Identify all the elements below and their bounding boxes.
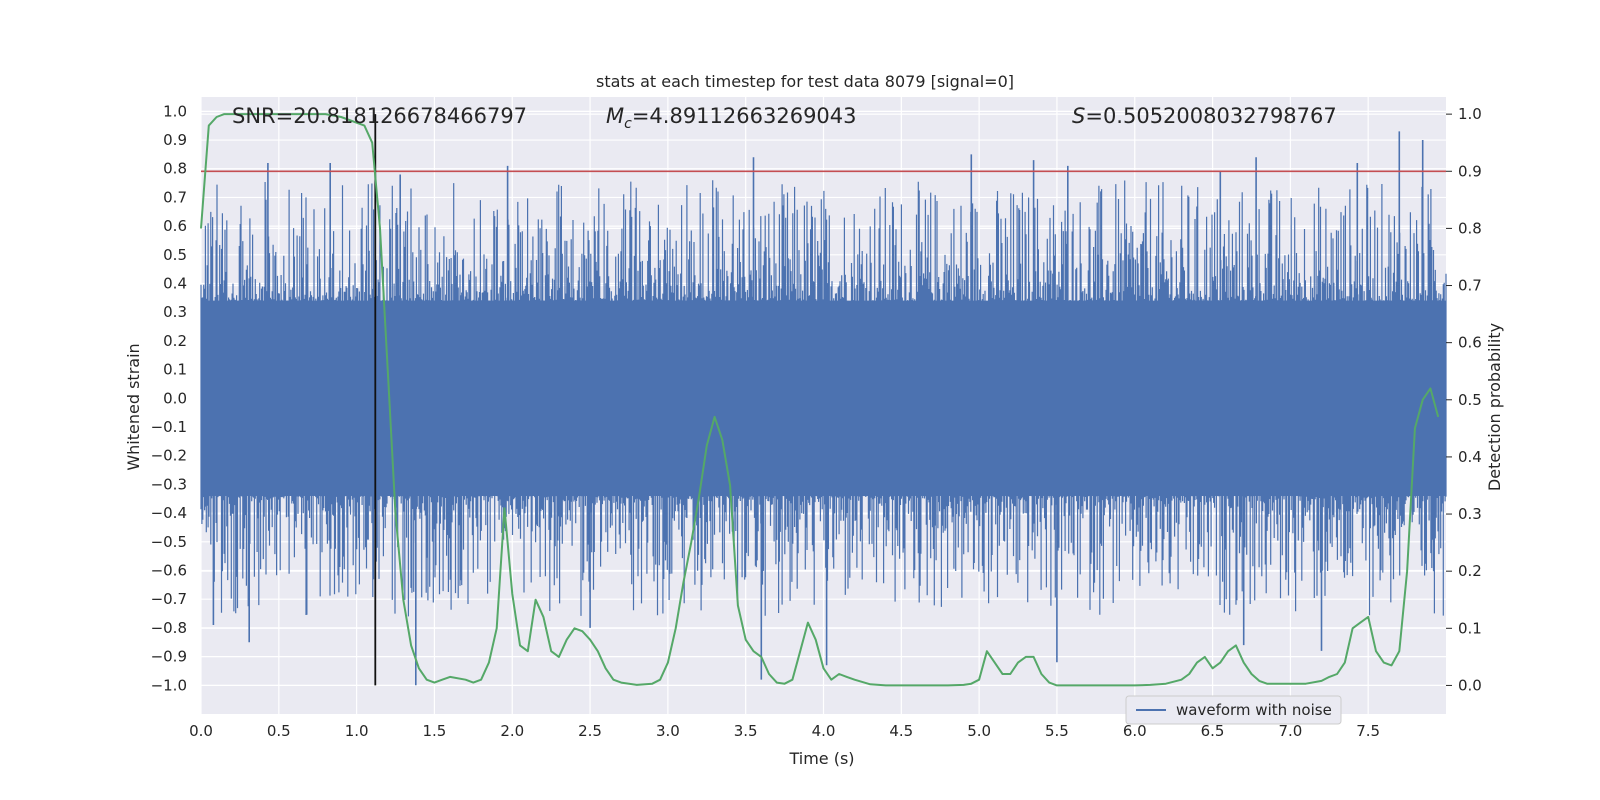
x-tick-label: 4.0 <box>812 722 836 740</box>
y-tick-label-left: 0.9 <box>163 131 187 149</box>
y-tick-label-right: 0.0 <box>1458 676 1482 694</box>
x-tick-label: 1.5 <box>423 722 447 740</box>
x-tick-label: 5.0 <box>967 722 991 740</box>
chart-title: stats at each timestep for test data 807… <box>596 72 1014 91</box>
chirp-mass-subscript: c <box>624 116 632 132</box>
y-tick-label-left: −0.3 <box>151 475 187 493</box>
x-tick-label: 0.5 <box>267 722 291 740</box>
snr-annotation: SNR=20.818126678466797 <box>232 104 527 128</box>
y-tick-label-left: 0.6 <box>163 217 187 235</box>
legend-label: waveform with noise <box>1176 701 1332 719</box>
y-tick-label-left: 0.5 <box>163 246 187 264</box>
x-tick-label: 1.0 <box>345 722 369 740</box>
x-axis-label: Time (s) <box>788 749 854 768</box>
chirp-mass-annotation: Mc=4.89112663269043 <box>606 104 857 132</box>
score-annotation: S=0.5052008032798767 <box>1072 104 1337 128</box>
y-axis-label-left: Whitened strain <box>124 343 143 470</box>
y-tick-label-right: 0.5 <box>1458 391 1482 409</box>
y-axis-label-right: Detection probability <box>1485 323 1504 491</box>
x-tick-label: 6.5 <box>1201 722 1225 740</box>
y-tick-label-right: 0.3 <box>1458 505 1482 523</box>
score-value: =0.5052008032798767 <box>1085 104 1336 128</box>
y-tick-label-right: 0.2 <box>1458 562 1482 580</box>
y-tick-label-left: 1.0 <box>163 102 187 120</box>
x-tick-label: 7.0 <box>1278 722 1302 740</box>
y-tick-label-left: −0.4 <box>151 504 187 522</box>
y-tick-label-left: 0.0 <box>163 389 187 407</box>
y-tick-label-right: 0.7 <box>1458 277 1482 295</box>
y-tick-label-right: 0.4 <box>1458 448 1482 466</box>
y-tick-label-left: −0.9 <box>151 648 187 666</box>
y-tick-label-right: 0.8 <box>1458 219 1482 237</box>
score-symbol: S <box>1072 104 1085 128</box>
x-tick-label: 2.5 <box>578 722 602 740</box>
legend: waveform with noise <box>1125 695 1342 725</box>
y-tick-label-left: 0.4 <box>163 275 187 293</box>
waveform-series <box>200 131 1447 686</box>
x-tick-label: 5.5 <box>1045 722 1069 740</box>
y-tick-label-right: 0.6 <box>1458 334 1482 352</box>
waveform-spikes <box>212 131 1424 686</box>
y-tick-label-left: −0.2 <box>151 447 187 465</box>
x-tick-label: 4.5 <box>889 722 913 740</box>
legend-box <box>1125 695 1342 725</box>
y-tick-label-left: 0.2 <box>163 332 187 350</box>
x-tick-label: 3.0 <box>656 722 680 740</box>
x-tick-label: 6.0 <box>1123 722 1147 740</box>
x-tick-label: 2.0 <box>500 722 524 740</box>
x-tick-label: 7.5 <box>1356 722 1380 740</box>
y-tick-label-right: 0.9 <box>1458 162 1482 180</box>
detection-probability-line <box>200 113 1440 687</box>
x-tick-label: 0.0 <box>189 722 213 740</box>
y-tick-label-left: 0.7 <box>163 188 187 206</box>
y-tick-label-right: 1.0 <box>1458 105 1482 123</box>
x-tick-label: 3.5 <box>734 722 758 740</box>
y-tick-label-left: −0.6 <box>151 562 187 580</box>
y-tick-label-left: −0.7 <box>151 590 187 608</box>
waveform-core <box>201 300 1446 496</box>
y-tick-label-right: 0.1 <box>1458 619 1482 637</box>
y-tick-label-left: −0.1 <box>151 418 187 436</box>
chirp-mass-value: =4.89112663269043 <box>632 104 857 128</box>
chirp-mass-symbol: M <box>606 104 624 128</box>
overlay-lines <box>200 113 1446 687</box>
y-tick-label-left: −1.0 <box>151 676 187 694</box>
y-tick-label-left: 0.8 <box>163 160 187 178</box>
y-tick-label-left: 0.3 <box>163 303 187 321</box>
y-tick-label-left: −0.5 <box>151 533 187 551</box>
tick-labels: 0.0 0.5 1.0 1.5 2.0 2.5 3.0 3.5 4.0 4.5 5.0 5.5 6.0 6… <box>151 102 1482 740</box>
y-tick-label-left: −0.8 <box>151 619 187 637</box>
y-tick-label-left: 0.1 <box>163 361 187 379</box>
